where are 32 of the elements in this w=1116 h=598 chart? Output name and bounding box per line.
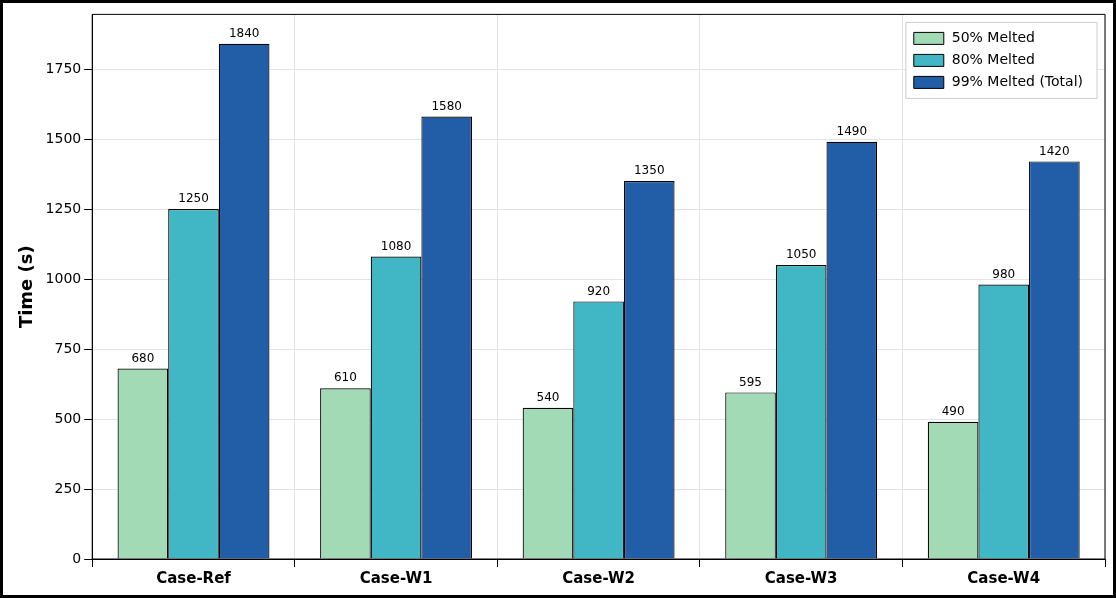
x-tick-label: Case-Ref: [156, 568, 232, 587]
y-tick-label: 1000: [45, 269, 82, 286]
data-label: 1050: [785, 247, 817, 262]
data-label: 1250: [178, 191, 209, 206]
data-label: 1350: [633, 163, 665, 178]
data-label: 1580: [431, 98, 462, 113]
data-label: 980: [992, 266, 1016, 281]
x-tick-label: Case-W4: [967, 568, 1041, 587]
x-tick-label: Case-W3: [764, 568, 838, 587]
data-label: 1080: [380, 238, 412, 253]
data-label: 490: [941, 403, 965, 418]
data-label: 680: [131, 350, 155, 365]
data-label: 1840: [228, 25, 260, 40]
data-label: 610: [333, 370, 357, 385]
data-label: 595: [739, 374, 762, 389]
data-label: 920: [587, 283, 611, 298]
y-tick-label: 250: [54, 479, 82, 496]
legend-label: 50% Melted: [951, 29, 1035, 46]
x-tick-label: Case-W2: [562, 568, 636, 587]
y-tick-label: 1500: [45, 129, 82, 146]
legend-label: 80% Melted: [951, 51, 1035, 68]
data-label: 1490: [836, 123, 868, 138]
x-tick-label: Case-W1: [359, 568, 433, 587]
y-tick-label: 500: [54, 409, 82, 426]
data-label: 540: [536, 389, 560, 404]
y-tick-label: 1250: [45, 199, 82, 216]
y-axis-title: Time (s): [15, 245, 37, 329]
y-tick-label: 750: [54, 339, 82, 356]
legend-label: 99% Melted (Total): [951, 73, 1084, 90]
y-tick-label: 0: [72, 549, 82, 566]
y-tick-label: 1750: [45, 59, 82, 76]
data-label: 1420: [1039, 143, 1070, 158]
